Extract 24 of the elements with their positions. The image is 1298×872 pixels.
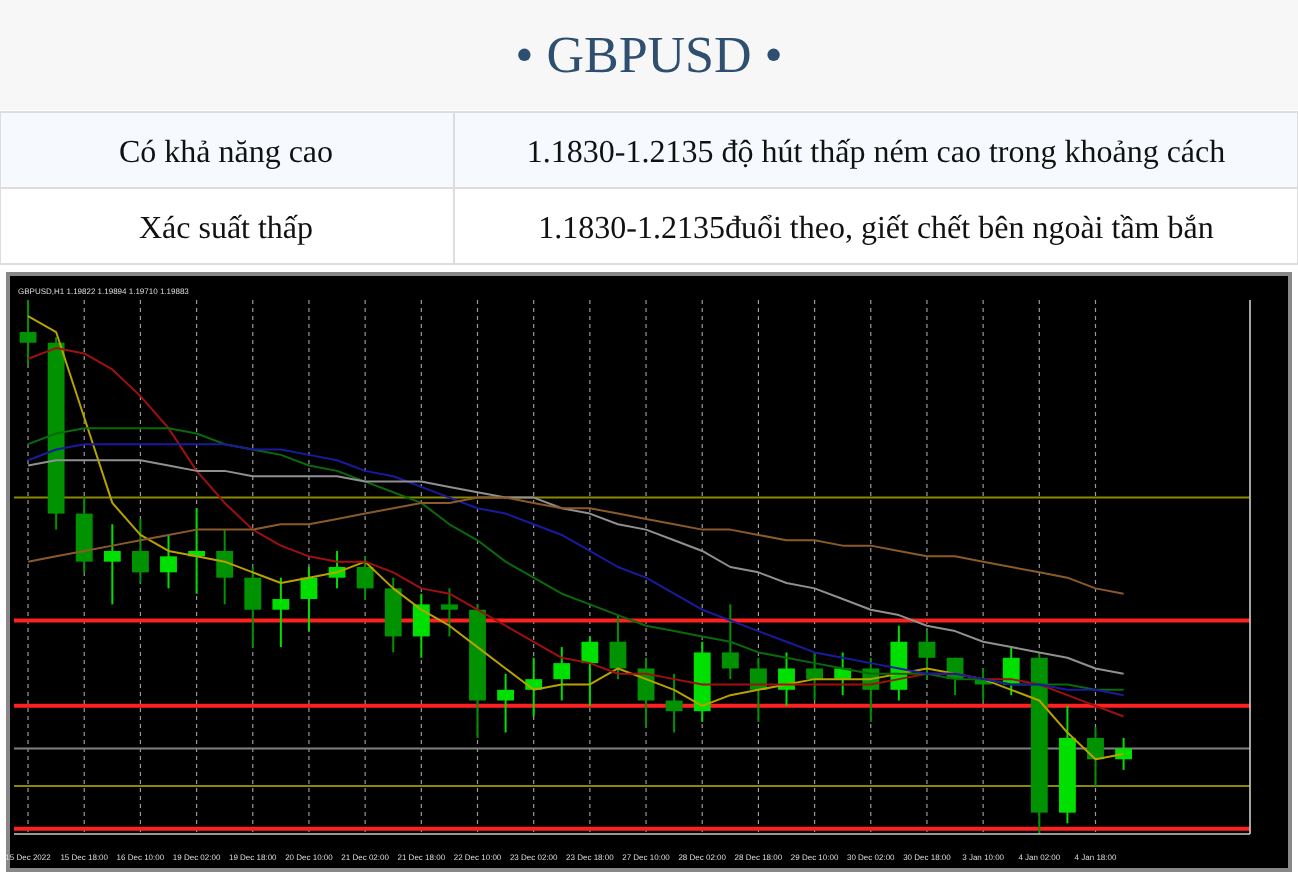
candlestick [216, 528, 234, 606]
text: Có khả năng cao [118, 136, 334, 170]
candlestick [721, 603, 739, 681]
text: 1.1830-1.2135đuổi theo, giết chết bên ngoài tầm bắn [538, 212, 1214, 246]
candlestick [300, 566, 318, 633]
candlestick [497, 672, 515, 734]
text: Xác suất thấp [138, 212, 314, 246]
candlestick [918, 630, 936, 681]
candlestick [806, 651, 824, 702]
candlestick [244, 566, 262, 649]
candlestick [131, 517, 149, 585]
candlestick [412, 592, 430, 659]
candlestick [609, 614, 627, 681]
chart-title: • GBPUSD • [515, 26, 783, 84]
candlestick [440, 587, 458, 638]
candlestick [356, 555, 374, 601]
candlestick [160, 533, 177, 590]
candlestick [665, 672, 683, 734]
candlestick [581, 635, 599, 707]
candlestick [553, 646, 571, 702]
candlestick [272, 576, 290, 649]
text: 1.1830-1.2135 độ hút thấp ném cao trong khoảng cách [526, 136, 1226, 170]
candlestick [19, 299, 37, 366]
candlestick [103, 523, 121, 606]
